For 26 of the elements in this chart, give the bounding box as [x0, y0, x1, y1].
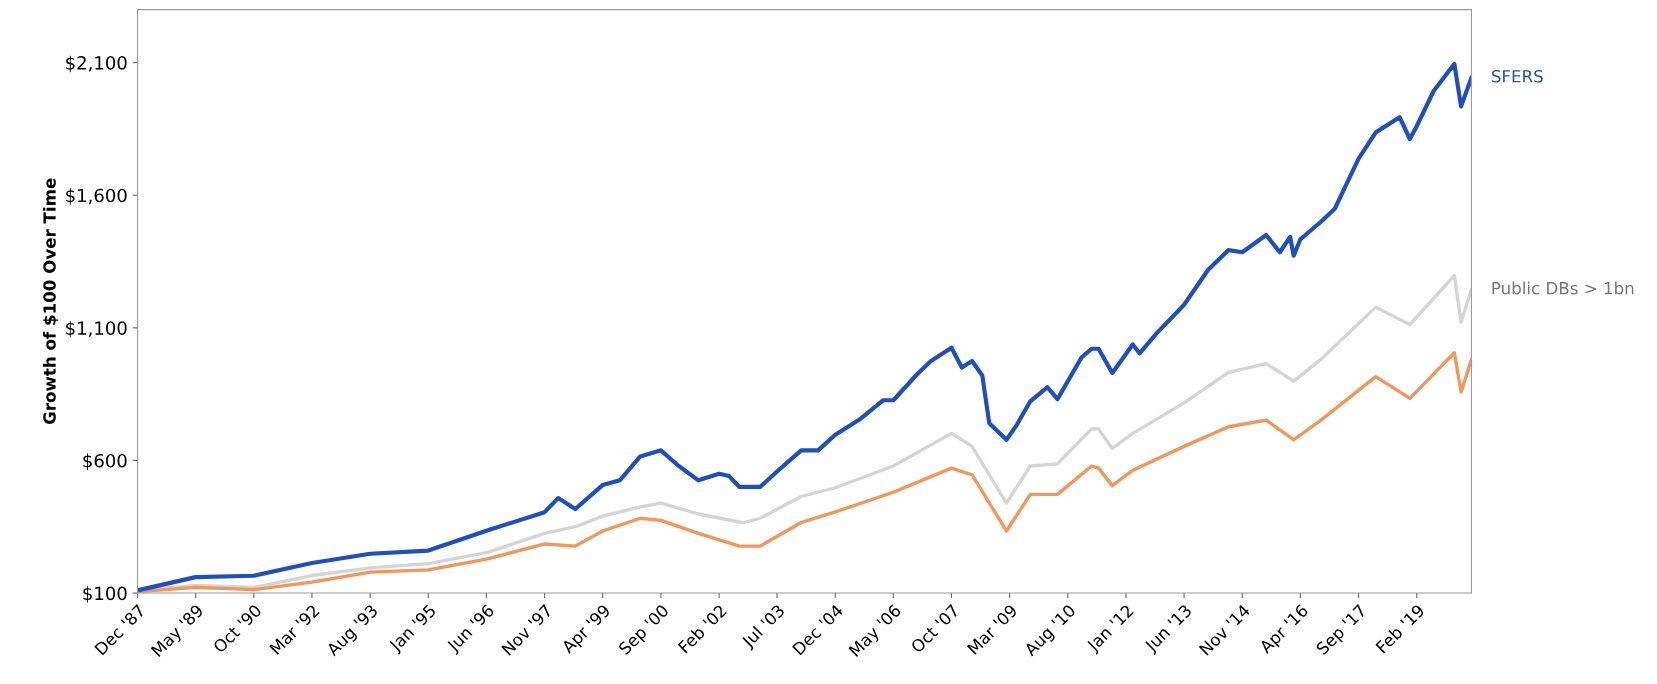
y-tick-label: $1,100 — [66, 320, 127, 338]
x-tick-label: Dec '04 — [791, 603, 844, 656]
x-tick-label: Aug '10 — [1023, 603, 1079, 660]
y-tick-label: $2,100 — [66, 55, 127, 73]
y-tick-label: $1,600 — [66, 188, 127, 205]
x-tick-label: Oct '90 — [212, 603, 263, 654]
x-tick-label: Feb '02 — [677, 603, 728, 654]
x-tick-label: Sep '17 — [1315, 603, 1369, 658]
x-tick-label: Sep '00 — [617, 603, 672, 658]
x-tick-label: Jul '03 — [740, 603, 788, 651]
x-tick-label: Mar '92 — [269, 604, 320, 655]
x-tick-label: Oct '07 — [910, 603, 960, 654]
y-tick-label: $600 — [83, 453, 127, 470]
x-tick-label: Jan '95 — [387, 603, 439, 655]
x-tick-label: Jun '13 — [1143, 603, 1195, 656]
x-tick-label: Feb '19 — [1375, 603, 1426, 654]
y-axis-title: Growth of $100 Over Time — [42, 178, 59, 425]
x-tick-label: Dec '87 — [94, 603, 146, 656]
x-tick-label: Jan '12 — [1085, 604, 1137, 655]
x-tick-label: Apr '16 — [1258, 603, 1312, 657]
series-label: SFERS — [1491, 69, 1543, 83]
y-tick-label: $100 — [83, 586, 127, 603]
x-tick-label: Jun '96 — [445, 603, 497, 656]
x-tick-label: Mar '09 — [966, 603, 1018, 655]
series-label: Public DBs > 1bn — [1492, 281, 1634, 295]
x-tick-label: Apr '99 — [560, 603, 614, 657]
